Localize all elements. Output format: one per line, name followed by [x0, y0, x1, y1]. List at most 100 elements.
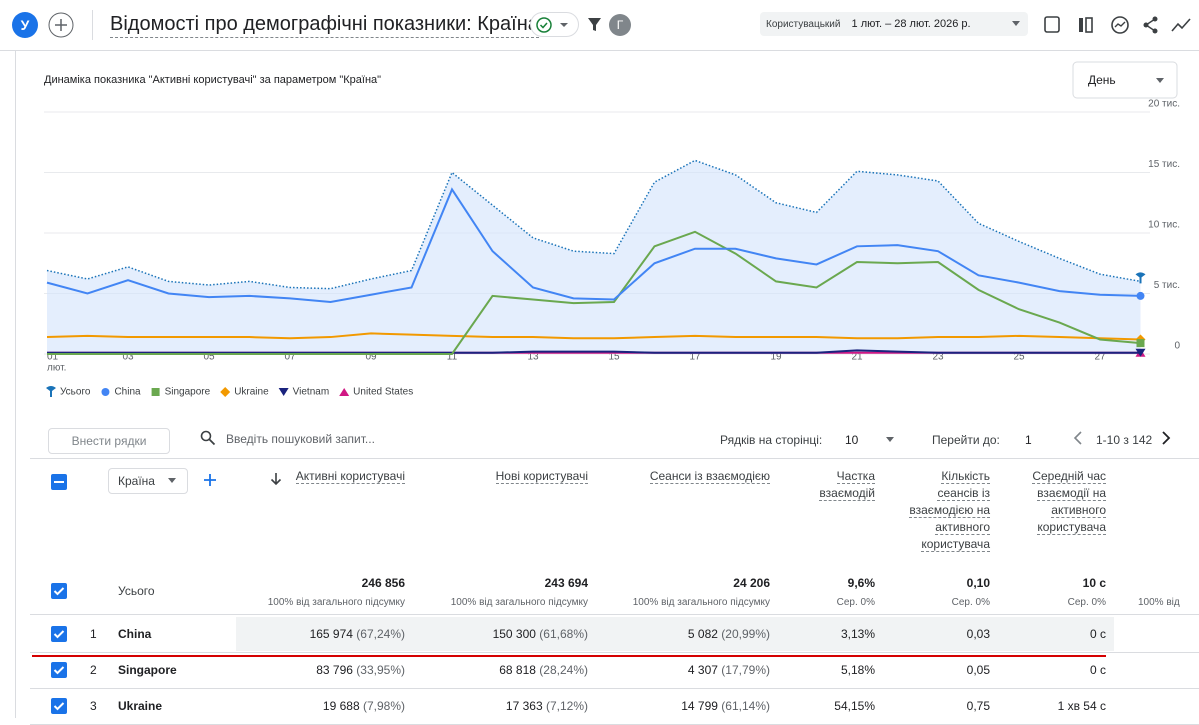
row-cell: 165 974 (67,24%)	[205, 627, 405, 641]
prev-page[interactable]	[1072, 431, 1084, 445]
totals-value: 10 с	[906, 576, 1106, 590]
legend-marker	[152, 388, 160, 396]
row-index: 3	[90, 699, 97, 713]
legend-label: Ukraine	[234, 387, 269, 398]
dropdown-arrow[interactable]	[886, 437, 894, 443]
totals-sub: 100% від загального підсумку	[388, 597, 588, 608]
row-divider	[30, 458, 1199, 459]
checkbox[interactable]	[51, 662, 67, 678]
column-header-text: Сеанси із взаємодією	[650, 469, 770, 484]
row-country: China	[118, 627, 151, 641]
toolbar-icons[interactable]	[1040, 13, 1199, 37]
column-header[interactable]: Частка взаємодій	[795, 468, 875, 502]
red-underline	[32, 655, 1106, 657]
row-cell-value: 68 818	[499, 663, 536, 677]
chart: Динаміка показника "Активні користувачі"…	[0, 52, 1199, 412]
legend-marker	[279, 388, 289, 396]
column-header[interactable]: Нові користувачі	[428, 468, 588, 485]
select-all[interactable]	[51, 474, 67, 490]
avatar[interactable]: У	[12, 12, 38, 38]
totals-value: 243 694	[388, 576, 588, 590]
column-header-text: Кількість сеансів із взаємодією на актив…	[909, 469, 990, 552]
series-end-marker	[1137, 339, 1145, 347]
title-icons[interactable]	[530, 12, 650, 38]
row-cell: 0 с	[906, 627, 1106, 641]
pagination-range: 1-10 з 142	[1096, 433, 1152, 447]
y-tick-label: 20 тис.	[1148, 99, 1180, 110]
row-cell-value: 17 363	[506, 699, 543, 713]
row-cell-value: 165 974	[310, 627, 353, 641]
y-tick-label: 0	[1174, 341, 1180, 352]
legend-label: Усього	[60, 387, 91, 398]
row-cell: 1 хв 54 с	[906, 699, 1106, 713]
rows-per-page[interactable]: 10	[845, 433, 858, 447]
x-month-label: лют.	[47, 363, 66, 374]
row-cell: 83 796 (33,95%)	[205, 663, 405, 677]
row-index: 2	[90, 663, 97, 677]
date-picker[interactable]: Користувацький 1 лют. – 28 лют. 2026 р.	[760, 12, 1028, 36]
date-range: 1 лют. – 28 лют. 2026 р.	[852, 18, 971, 30]
checkbox[interactable]	[51, 698, 67, 714]
row-country: Ukraine	[118, 699, 162, 713]
checkbox[interactable]	[51, 626, 67, 642]
goto-page[interactable]: 1	[1025, 433, 1032, 447]
column-header-text: Частка взаємодій	[819, 469, 875, 501]
totals-sub: Сер. 0%	[906, 597, 1106, 608]
legend-marker	[101, 388, 109, 396]
dropdown-arrow	[1012, 21, 1020, 27]
row-cell: 150 300 (61,68%)	[388, 627, 588, 641]
row-cell-value: 150 300	[493, 627, 536, 641]
row-cell-value: 19 688	[323, 699, 360, 713]
add-rows-button[interactable]: Внести рядки	[48, 428, 170, 454]
row-country: Singapore	[118, 663, 177, 677]
column-header-text: Нові користувачі	[496, 469, 588, 484]
row-cell-value: 1 хв 54 с	[1058, 699, 1106, 713]
y-tick-label: 10 тис.	[1148, 220, 1180, 231]
totals-value: 246 856	[205, 576, 405, 590]
goto-label: Перейти до:	[932, 433, 1000, 447]
divider	[92, 10, 93, 40]
column-header-text: Середній час взаємодії на активного кори…	[1032, 469, 1106, 535]
row-cell-value: 0 с	[1090, 627, 1106, 641]
add-button[interactable]	[48, 12, 74, 38]
add-dimension[interactable]	[202, 472, 218, 488]
row-cell-value: 0 с	[1090, 663, 1106, 677]
column-header[interactable]: Сеанси із взаємодією	[600, 468, 770, 485]
column-header[interactable]: Кількість сеансів із взаємодією на актив…	[900, 468, 990, 553]
legend-marker	[220, 387, 230, 397]
column-header[interactable]: Середній час взаємодії на активного кори…	[1011, 468, 1106, 536]
top-bar: У Відомості про демографічні показники: …	[0, 0, 1199, 51]
totals-sub: 100% від загального підсумку	[205, 597, 405, 608]
column-header[interactable]: Активні користувачі	[285, 468, 405, 485]
dropdown-arrow	[168, 478, 176, 484]
legend-label: China	[114, 387, 141, 398]
dimension-name: Країна	[118, 474, 155, 488]
row-cell-value: 83 796	[316, 663, 353, 677]
sort-arrow	[270, 472, 282, 486]
y-tick-label: 15 тис.	[1148, 159, 1180, 170]
granularity-value: День	[1088, 73, 1116, 87]
checkbox[interactable]	[51, 583, 67, 599]
report-title[interactable]: Відомості про демографічні показники: Кр…	[110, 11, 539, 38]
legend-label: Vietnam	[293, 387, 330, 398]
user-badge[interactable]: Г	[609, 14, 631, 36]
search-input[interactable]: Введіть пошуковий запит...	[226, 432, 375, 446]
totals-label: Усього	[118, 584, 155, 598]
rows-per-page-label: Рядків на сторінці:	[720, 433, 822, 447]
search-icon	[200, 430, 216, 446]
series-end-marker	[1137, 292, 1145, 300]
row-cell: 68 818 (28,24%)	[388, 663, 588, 677]
legend-label: United States	[353, 387, 413, 398]
series-area	[47, 160, 1141, 354]
row-divider	[30, 688, 1199, 689]
legend-marker	[339, 388, 349, 396]
row-divider	[30, 652, 1199, 653]
next-page[interactable]	[1160, 431, 1172, 445]
row-cell: 0 с	[906, 663, 1106, 677]
totals-overflow: 100% від	[1138, 597, 1180, 608]
date-mode: Користувацький	[766, 19, 840, 30]
legend-marker	[46, 386, 56, 397]
column-header-text: Активні користувачі	[296, 469, 405, 484]
